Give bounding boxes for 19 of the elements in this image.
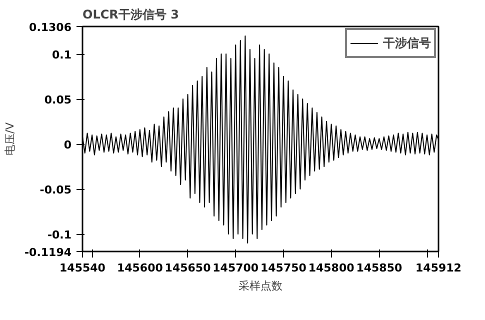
x-tick-label: 145700 xyxy=(212,262,259,274)
x-tick-label: 145912 xyxy=(416,262,462,274)
y-tick-label: -0.1 xyxy=(47,228,72,242)
y-tick-label: 0.1 xyxy=(52,48,72,62)
x-tick-label: 145750 xyxy=(260,262,307,274)
y-tick-label: -0.05 xyxy=(40,184,72,197)
y-tick-label: 0 xyxy=(64,138,72,152)
legend-label: 干涉信号 xyxy=(383,34,431,52)
x-tick-label: 145850 xyxy=(356,262,402,274)
chart-title: OLCR干涉信号 3 xyxy=(82,8,179,22)
x-tick-label: 145540 xyxy=(60,262,106,274)
x-tick-label: 145650 xyxy=(164,262,212,274)
x-tick-label: 145600 xyxy=(116,262,164,274)
y-axis-title: 电压/V xyxy=(3,122,16,156)
y-tick-label: 0.05 xyxy=(44,94,72,107)
y-tick-label: 0.1306 xyxy=(29,21,72,34)
y-tick-label: -0.1194 xyxy=(24,246,72,259)
x-axis-title: 采样点数 xyxy=(238,280,282,292)
x-tick-label: 145800 xyxy=(308,262,355,274)
